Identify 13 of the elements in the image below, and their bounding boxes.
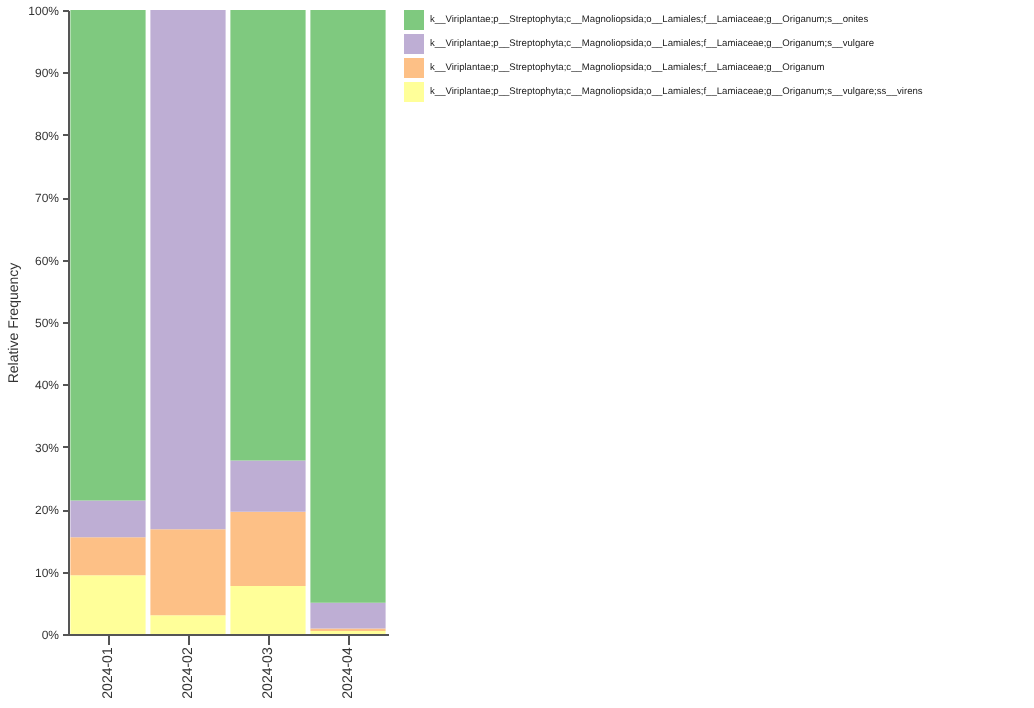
- bar: [70, 500, 146, 538]
- bar: [310, 10, 386, 603]
- bar: [230, 511, 306, 586]
- bar: [150, 615, 226, 634]
- bar: [70, 537, 146, 576]
- bar: [150, 10, 226, 530]
- bar: [310, 602, 386, 629]
- bar: [230, 10, 306, 461]
- bar: [70, 575, 146, 634]
- bar: [230, 585, 306, 634]
- bar: [70, 10, 146, 501]
- bar: [150, 529, 226, 616]
- bar: [230, 460, 306, 512]
